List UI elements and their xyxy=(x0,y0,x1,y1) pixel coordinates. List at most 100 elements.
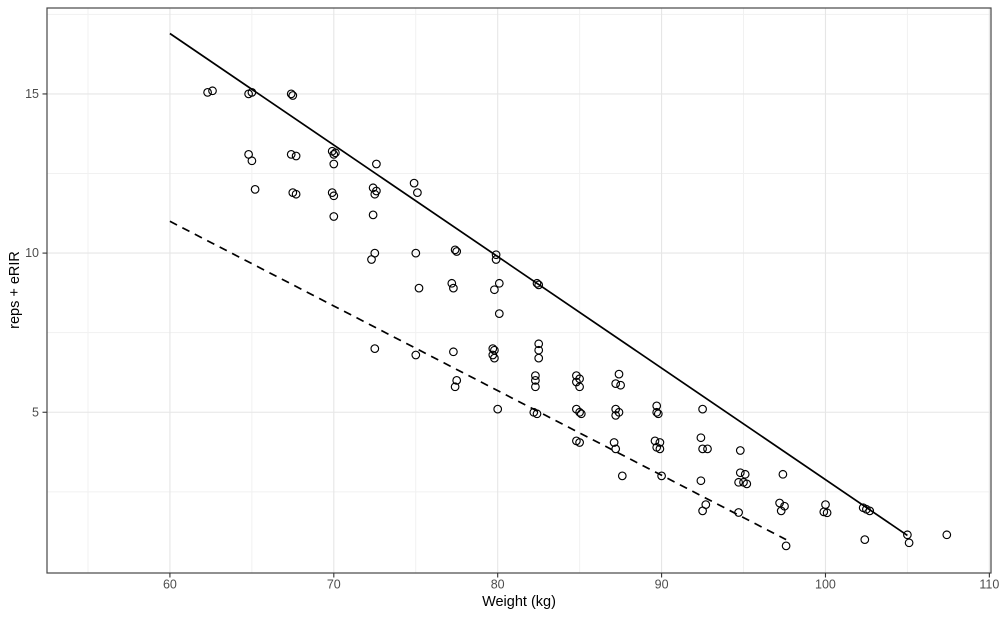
data-point xyxy=(735,468,745,478)
data-point xyxy=(822,508,832,518)
data-point xyxy=(414,283,424,293)
data-point xyxy=(781,541,791,551)
data-point xyxy=(617,471,627,481)
data-point xyxy=(734,477,743,487)
data-point xyxy=(531,371,540,380)
data-point xyxy=(657,471,666,481)
data-point xyxy=(450,382,460,392)
data-point xyxy=(288,91,298,100)
data-point xyxy=(291,151,301,161)
data-point xyxy=(409,178,419,188)
data-point xyxy=(696,433,706,443)
data-point xyxy=(372,159,381,169)
data-point xyxy=(576,409,586,419)
data-point xyxy=(575,407,584,417)
data-point xyxy=(531,376,540,385)
y-tick-label: 15 xyxy=(25,87,39,101)
x-tick-label: 80 xyxy=(491,578,505,592)
data-point xyxy=(903,530,912,540)
data-point xyxy=(286,150,296,159)
data-point xyxy=(742,479,752,489)
data-point xyxy=(531,382,540,392)
x-tick-label: 70 xyxy=(327,578,341,592)
data-point xyxy=(616,380,625,390)
trend-line-solid xyxy=(169,32,908,537)
data-point xyxy=(819,507,829,517)
y-axis-title: reps + eRIR xyxy=(7,251,23,329)
data-point xyxy=(652,401,662,411)
data-point xyxy=(291,189,301,199)
data-point xyxy=(449,283,458,293)
data-point xyxy=(411,248,421,258)
data-point xyxy=(490,285,499,295)
data-point xyxy=(865,506,875,516)
data-point xyxy=(611,411,621,420)
data-point xyxy=(534,339,544,349)
trend-lines-layer xyxy=(169,32,908,541)
data-point xyxy=(411,350,421,360)
data-point xyxy=(611,379,621,388)
data-point xyxy=(450,245,460,255)
data-point xyxy=(449,347,458,357)
data-point xyxy=(698,506,707,516)
data-point xyxy=(208,86,217,96)
data-point xyxy=(286,89,296,99)
panel-border xyxy=(46,7,992,574)
data-point xyxy=(650,436,660,446)
data-point xyxy=(532,278,542,288)
data-point xyxy=(329,150,339,159)
data-point xyxy=(698,444,707,454)
data-point xyxy=(614,369,624,379)
data-point xyxy=(370,189,380,199)
data-point xyxy=(452,247,462,256)
data-point xyxy=(490,353,499,363)
data-point xyxy=(493,404,503,414)
data-point xyxy=(447,278,457,288)
data-point xyxy=(652,407,662,417)
data-point xyxy=(942,530,952,540)
data-point xyxy=(778,469,788,479)
y-tick-label: 5 xyxy=(32,405,39,419)
data-point xyxy=(488,344,498,353)
data-point xyxy=(609,438,619,447)
data-point xyxy=(370,344,380,353)
data-point xyxy=(696,476,706,486)
data-point xyxy=(413,188,422,197)
data-point xyxy=(860,535,870,544)
data-point xyxy=(655,444,665,454)
x-axis-title: Weight (kg) xyxy=(482,594,556,610)
data-points-layer xyxy=(203,86,952,551)
x-tick-label: 110 xyxy=(979,578,999,592)
data-point xyxy=(250,185,260,194)
data-point xyxy=(452,376,462,385)
data-point xyxy=(653,409,663,419)
x-tick-label: 90 xyxy=(655,578,669,592)
data-point xyxy=(203,88,212,97)
data-point xyxy=(329,212,339,221)
data-point xyxy=(776,506,786,516)
data-point xyxy=(490,345,499,355)
data-point xyxy=(494,278,504,288)
trend-line-dashed xyxy=(169,220,787,541)
axis-tick-marks xyxy=(42,93,990,578)
data-point xyxy=(575,382,584,392)
data-point xyxy=(734,508,743,517)
data-point xyxy=(247,156,257,166)
data-point xyxy=(575,438,584,447)
data-point xyxy=(740,469,750,479)
data-point xyxy=(703,444,712,454)
x-tick-label: 60 xyxy=(163,578,177,592)
data-point xyxy=(904,538,914,548)
data-point xyxy=(735,446,745,455)
data-point xyxy=(491,250,501,260)
data-point xyxy=(494,309,504,318)
data-point xyxy=(329,191,339,201)
axis-tick-labels: 60 70 80 90 100 110 5 10 15 xyxy=(25,87,999,592)
data-point xyxy=(329,159,339,169)
data-point xyxy=(534,353,544,363)
x-tick-label: 100 xyxy=(815,578,836,592)
data-point xyxy=(331,148,340,158)
data-point xyxy=(368,210,378,220)
